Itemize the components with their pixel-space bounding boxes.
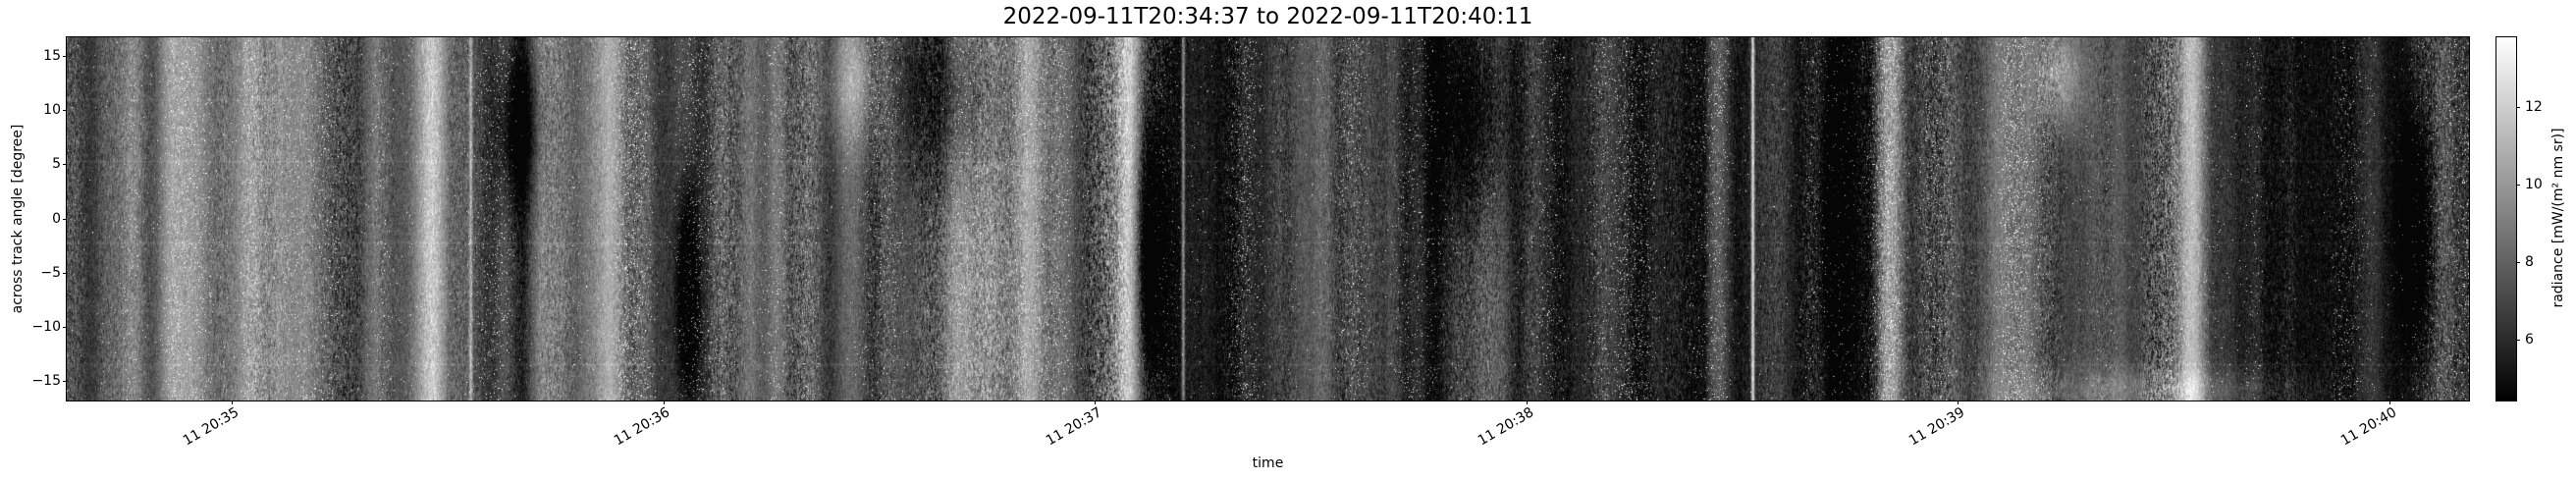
colorbar-tick-mark bbox=[2516, 184, 2520, 186]
y-tick-label: −15 bbox=[31, 373, 61, 390]
y-tick-label: 5 bbox=[52, 156, 61, 173]
x-tick-mark bbox=[663, 401, 665, 404]
x-tick-label-text: 11 20:35 bbox=[180, 404, 242, 450]
colorbar-tick-label: 10 bbox=[2525, 176, 2543, 192]
y-tick-label: 0 bbox=[52, 210, 61, 227]
heatmap-image bbox=[67, 37, 2469, 401]
x-tick-label-text: 11 20:38 bbox=[1475, 404, 1536, 450]
x-tick-label-text: 11 20:36 bbox=[612, 404, 673, 450]
y-tick-label: −10 bbox=[31, 318, 61, 335]
colorbar-tick-label: 12 bbox=[2525, 98, 2543, 115]
y-tick-mark bbox=[63, 272, 67, 274]
x-tick-mark bbox=[2388, 401, 2390, 404]
y-tick-label: 10 bbox=[43, 102, 61, 119]
x-tick-label-text: 11 20:37 bbox=[1043, 404, 1105, 450]
y-tick-mark bbox=[63, 381, 67, 383]
x-tick-mark bbox=[232, 401, 233, 404]
y-tick-mark bbox=[63, 55, 67, 57]
y-tick-mark bbox=[63, 326, 67, 328]
y-tick-mark bbox=[63, 218, 67, 220]
colorbar-tick-label: 8 bbox=[2525, 254, 2534, 271]
y-tick-mark bbox=[63, 110, 67, 112]
x-tick-label-text: 11 20:39 bbox=[1906, 404, 1968, 450]
x-tick-mark bbox=[1095, 401, 1097, 404]
colorbar-tick-mark bbox=[2516, 340, 2520, 342]
colorbar-tick-label: 6 bbox=[2525, 332, 2534, 348]
x-tick-mark bbox=[1958, 401, 1959, 404]
plot-area bbox=[66, 36, 2470, 401]
colorbar-tick-mark bbox=[2516, 106, 2520, 108]
y-tick-label: −5 bbox=[40, 264, 61, 281]
chart-title: 2022-09-11T20:34:37 to 2022-09-11T20:40:… bbox=[1002, 4, 1533, 29]
colorbar-tick-mark bbox=[2516, 262, 2520, 264]
x-tick-mark bbox=[1526, 401, 1528, 404]
y-tick-mark bbox=[63, 164, 67, 166]
colorbar bbox=[2496, 36, 2517, 401]
x-tick-label-text: 11 20:40 bbox=[2337, 404, 2399, 450]
y-tick-label: 15 bbox=[43, 47, 61, 64]
x-axis-label: time bbox=[1252, 455, 1284, 471]
